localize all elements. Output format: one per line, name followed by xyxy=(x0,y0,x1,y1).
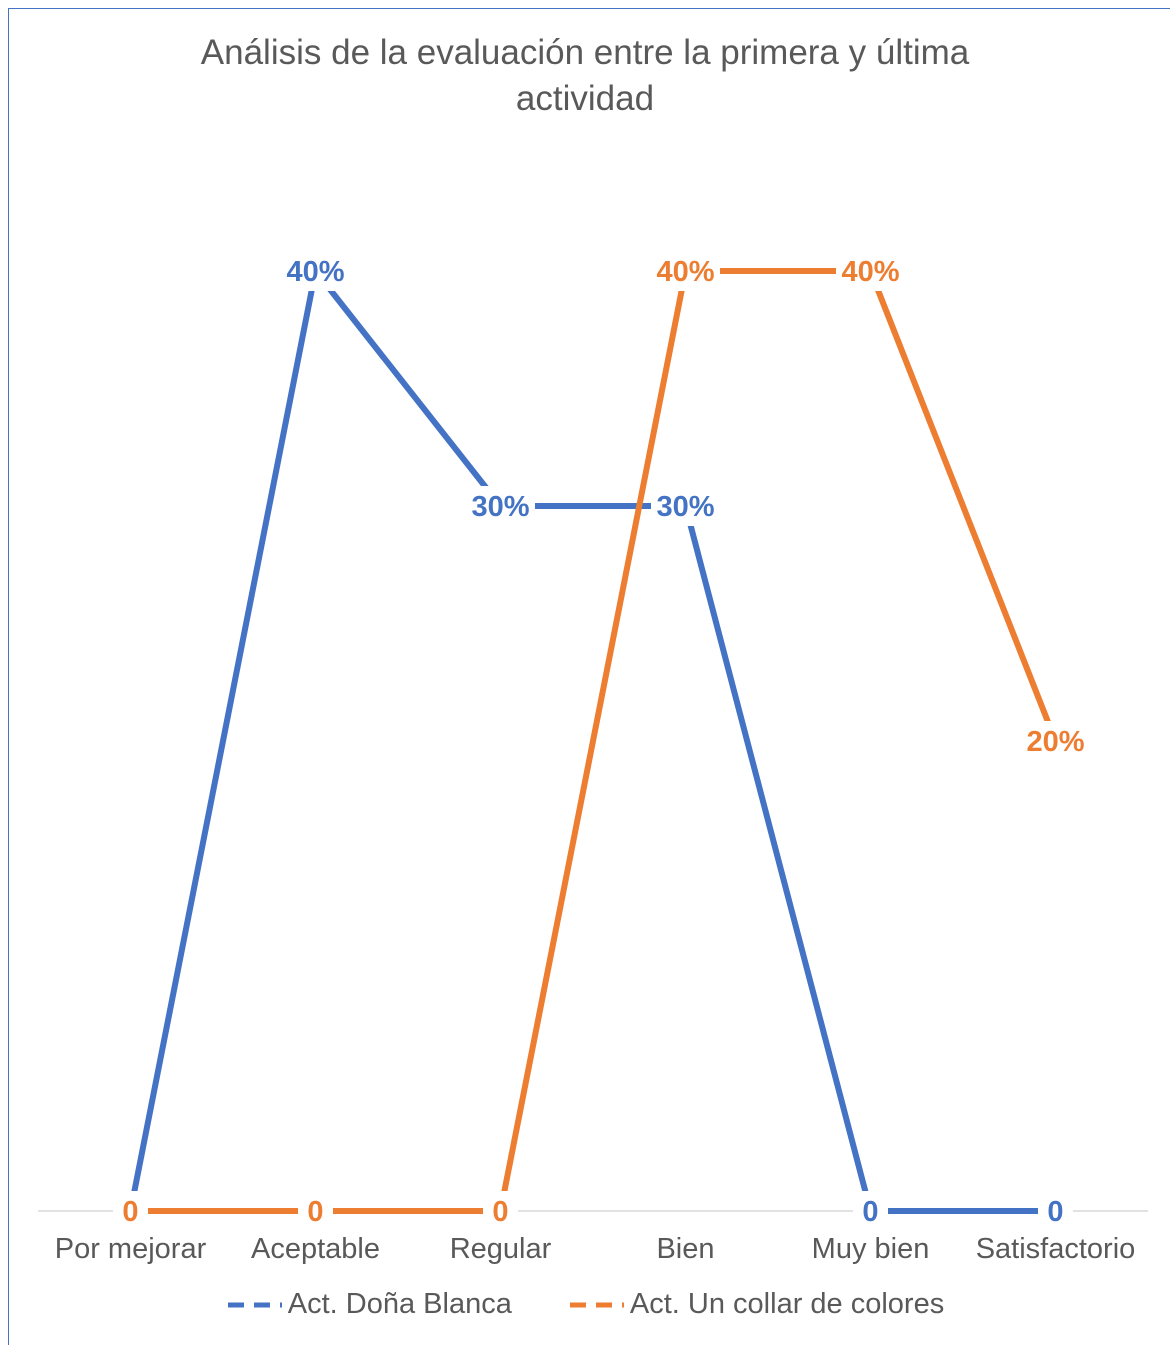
legend-swatch-series-2 xyxy=(569,1302,624,1307)
series-2-data-label: 40% xyxy=(656,256,714,288)
legend: Act. Doña Blanca Act. Un collar de color… xyxy=(0,1288,1170,1323)
data-label-bg xyxy=(281,251,350,291)
series-2-segment xyxy=(497,270,689,1212)
series-1-segment xyxy=(682,505,874,1212)
legend-item-series-2: Act. Un collar de colores xyxy=(568,1288,944,1321)
series-1-data-label: 0 xyxy=(1047,1196,1063,1228)
data-label-bg xyxy=(1038,1191,1073,1231)
x-tick-label: Por mejorar xyxy=(55,1233,207,1265)
legend-label-series-2: Act. Un collar de colores xyxy=(629,1288,945,1320)
series-2-data-label: 0 xyxy=(122,1196,138,1228)
x-tick-label: Aceptable xyxy=(251,1233,380,1265)
series-1-data-label: 30% xyxy=(471,491,529,523)
data-label-bg xyxy=(298,1191,333,1231)
x-tick-label: Regular xyxy=(450,1233,552,1265)
series-2-data-label: 20% xyxy=(1026,726,1084,758)
series-1-data-label: 30% xyxy=(656,491,714,523)
data-label-bg xyxy=(651,486,720,526)
legend-item-series-1: Act. Doña Blanca xyxy=(226,1288,512,1321)
data-label-bg xyxy=(853,1191,888,1231)
data-label-bg xyxy=(836,251,905,291)
series-1-data-label: 0 xyxy=(862,1196,878,1228)
series-2-data-label: 40% xyxy=(841,256,899,288)
series-1-data-label: 40% xyxy=(286,256,344,288)
series-lines xyxy=(127,268,1059,1214)
chart-title: Análisis de la evaluación entre la prime… xyxy=(200,33,970,118)
x-tick-label: Satisfactorio xyxy=(976,1233,1136,1265)
series-1-segment xyxy=(127,270,319,1212)
x-tick-label: Bien xyxy=(656,1233,714,1265)
data-label-bg xyxy=(483,1191,518,1231)
series-2-segment xyxy=(867,269,1059,743)
x-tick-labels: Por mejorar Aceptable Regular Bien Muy bien S… xyxy=(55,1233,1136,1265)
series-2-data-label: 0 xyxy=(307,1196,323,1228)
x-tick-label: Muy bien xyxy=(812,1233,930,1265)
legend-swatch-series-1 xyxy=(227,1302,282,1307)
chart-title-container: Análisis de la evaluación entre la prime… xyxy=(0,30,1170,122)
data-label-bg xyxy=(466,486,535,526)
data-label-bg xyxy=(1021,721,1090,761)
legend-label-series-1: Act. Doña Blanca xyxy=(287,1288,512,1320)
series-1-segment xyxy=(313,269,503,508)
data-label-bg xyxy=(113,1191,148,1231)
data-label-bg xyxy=(651,251,720,291)
chart-frame xyxy=(8,8,1170,1345)
series-2-data-label: 0 xyxy=(492,1196,508,1228)
